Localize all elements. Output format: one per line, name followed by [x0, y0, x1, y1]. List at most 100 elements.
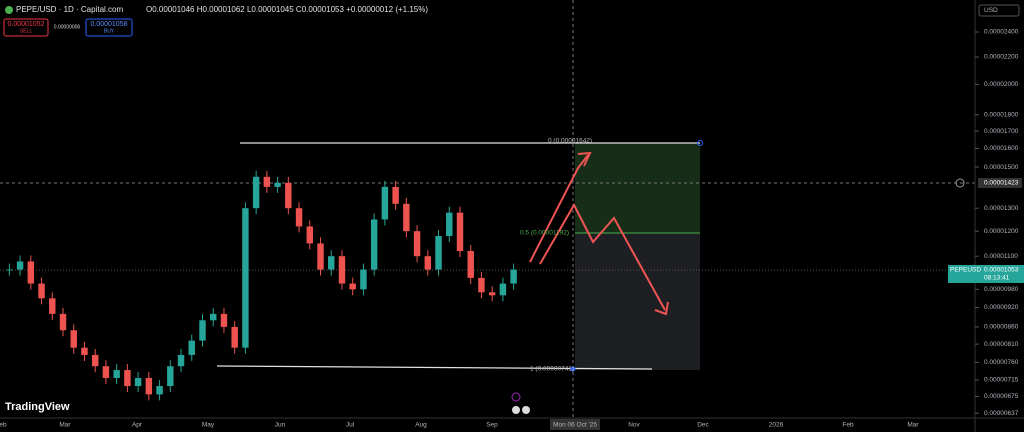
crosshair-price-box	[978, 178, 1022, 188]
price-tick-label: 0.00001200	[984, 228, 1019, 235]
price-tick-label: 0.00000760	[984, 359, 1019, 366]
time-label: Mon 06 Oct '25	[553, 422, 597, 429]
time-label: Aug	[415, 422, 427, 429]
candle	[102, 366, 110, 378]
last-price: 0.00001053	[984, 267, 1019, 274]
arrow-head	[577, 151, 592, 167]
buy-button[interactable]	[85, 18, 133, 37]
candle	[285, 182, 292, 209]
time-label: Mar	[907, 422, 919, 429]
candle	[488, 292, 496, 296]
ohlc: O0.00001046 H0.00001062 L0.00001045 C0.0…	[146, 5, 428, 14]
candle	[70, 330, 77, 348]
time-label: Jul	[346, 422, 355, 429]
candle	[317, 243, 324, 270]
price-tick-label: 0.00000637	[984, 410, 1019, 417]
candle	[435, 236, 442, 270]
price-tick-label: 0.00000675	[984, 393, 1019, 400]
buy-label: BUY	[104, 28, 115, 34]
price-tick-label: 0.00001600	[984, 145, 1019, 152]
handle	[570, 366, 576, 372]
event-icon	[512, 406, 520, 414]
profit-zone	[575, 143, 700, 233]
fib-label: 0 (0.00001642)	[548, 138, 592, 145]
time-label: Apr	[132, 422, 143, 429]
sell-price: 0.00001052	[8, 21, 45, 28]
candle	[403, 203, 410, 232]
fib-1-line	[216, 365, 653, 370]
time-label: Nov	[628, 422, 640, 429]
sell-button[interactable]	[3, 18, 49, 37]
candle	[156, 386, 163, 395]
candle	[16, 261, 24, 270]
time-label: eb	[0, 422, 7, 429]
plus-button[interactable]	[955, 178, 965, 188]
arrow-down	[539, 202, 666, 311]
candle	[210, 313, 217, 321]
symbol: PEPE/USD · 1D · Capital.com	[16, 5, 123, 14]
candle	[81, 347, 88, 355]
currency: USD	[984, 7, 998, 14]
candle	[231, 326, 238, 348]
candle	[134, 377, 142, 387]
loss-zone	[575, 233, 700, 370]
candle	[338, 256, 346, 284]
candle	[360, 269, 367, 290]
fib-label: 0.5 (0.00001192)	[520, 230, 569, 237]
event-icon	[522, 406, 530, 414]
price-tick-label: 0.00001800	[984, 111, 1019, 118]
price-tick-label: 0.00000980	[984, 286, 1019, 293]
price-tick-label: 0.00001300	[984, 205, 1019, 212]
event-icon	[511, 392, 521, 402]
spread: 0.00000006	[54, 24, 81, 30]
candle	[499, 283, 507, 296]
candle	[49, 298, 56, 314]
candle	[263, 176, 271, 187]
candle	[6, 269, 13, 271]
price-tick-label: 0.00001700	[984, 128, 1019, 135]
fib-label: 1 (0.00000741)	[530, 366, 574, 373]
candle	[478, 277, 485, 293]
crosshair-price: 0.00001423	[984, 180, 1019, 187]
candle	[91, 354, 99, 367]
time-label: Jun	[275, 422, 286, 429]
candle	[274, 182, 281, 187]
price-tick-label: 0.00001500	[984, 164, 1019, 171]
price-tick-label: 0.00000810	[984, 341, 1019, 348]
candle	[242, 208, 249, 348]
candle	[413, 231, 421, 257]
candle	[349, 283, 356, 290]
candle	[456, 212, 464, 252]
candle	[38, 283, 45, 299]
price-tick-label: 0.00001100	[984, 253, 1018, 260]
last-price-box	[948, 265, 1024, 283]
time-label: May	[202, 422, 215, 429]
time-label: Feb	[842, 422, 854, 429]
arrow-head	[654, 301, 669, 316]
candle	[188, 340, 195, 355]
price-tick-label: 0.00000715	[984, 377, 1019, 384]
candle	[124, 370, 131, 387]
candle	[252, 176, 260, 209]
price-tick-label: 0.00002000	[984, 81, 1019, 88]
candle	[59, 313, 67, 331]
countdown: 08:13:41	[984, 275, 1010, 282]
price-tick-label: 0.00000860	[984, 324, 1019, 331]
last-symbol: PEPEUSD	[950, 267, 981, 274]
time-label: Dec	[697, 422, 709, 429]
candle	[424, 256, 432, 270]
currency-select[interactable]	[978, 4, 1020, 17]
candle	[392, 186, 399, 204]
buy-price: 0.00001058	[91, 21, 128, 28]
time-label: 2026	[769, 422, 784, 429]
candle	[370, 219, 378, 270]
symbol-icon	[5, 6, 13, 14]
candle	[295, 208, 303, 227]
candle	[145, 377, 153, 395]
price-tick-label: 0.00002400	[984, 29, 1019, 36]
candle	[510, 269, 517, 284]
